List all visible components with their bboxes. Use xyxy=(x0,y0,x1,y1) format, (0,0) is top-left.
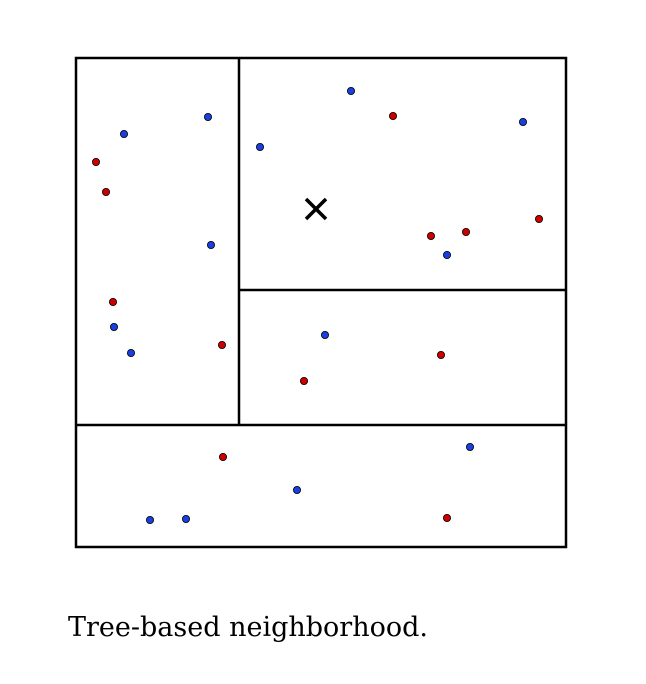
red-point xyxy=(92,157,101,166)
tree-partition-diagram xyxy=(74,56,568,549)
blue-point xyxy=(519,118,528,127)
blue-point xyxy=(442,250,451,259)
red-point xyxy=(436,350,445,359)
blue-point xyxy=(206,240,215,249)
blue-point xyxy=(292,485,301,494)
red-point xyxy=(109,297,118,306)
outer-box xyxy=(74,56,568,549)
blue-point xyxy=(181,515,190,524)
blue-point xyxy=(255,142,264,151)
blue-point xyxy=(465,442,474,451)
red-point xyxy=(299,376,308,385)
red-point xyxy=(218,452,227,461)
blue-point xyxy=(145,516,154,525)
blue-point xyxy=(346,87,355,96)
points-layer xyxy=(92,87,544,525)
red-point xyxy=(217,340,226,349)
blue-point xyxy=(127,348,136,357)
red-point xyxy=(442,514,451,523)
blue-point xyxy=(320,330,329,339)
blue-point xyxy=(203,113,212,122)
red-point xyxy=(102,187,111,196)
red-point xyxy=(461,227,470,236)
figure-caption: Tree-based neighborhood. xyxy=(68,612,428,643)
red-point xyxy=(426,231,435,240)
blue-point xyxy=(110,322,119,331)
red-point xyxy=(535,214,544,223)
blue-point xyxy=(120,129,129,138)
query-x-icon xyxy=(304,197,328,221)
red-point xyxy=(388,112,397,121)
